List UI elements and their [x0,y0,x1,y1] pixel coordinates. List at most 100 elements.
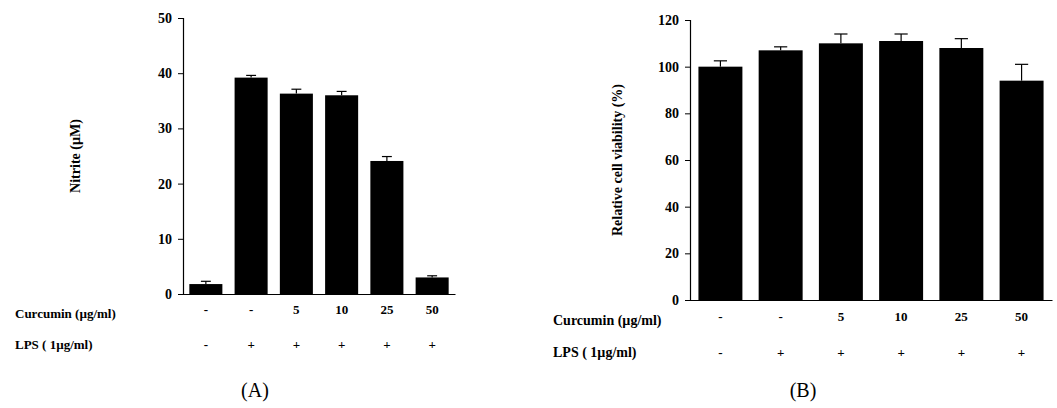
y-tick: 60 [665,153,690,168]
y-tick: 20 [158,177,183,192]
row-title: LPS ( 1µg/ml) [15,337,93,352]
y-tick-label: 60 [665,153,679,168]
error-bar [382,157,392,161]
y-tick: 100 [658,60,690,75]
x-row2: -+++++ [204,337,436,352]
panel-label: (A) [241,379,269,402]
x-row2-label: - [204,337,208,352]
y-tick-mark [685,300,690,301]
y-tick-mark [178,184,183,185]
bar [280,94,313,294]
y-tick-label: 10 [158,232,172,247]
error-bar [246,75,256,77]
x-row2: -+++++ [718,345,1025,360]
x-axis: --5102550 [184,295,456,318]
y-axis-line [178,19,184,295]
bar [235,78,268,294]
y-axis: 0 20 40 60 80 100 120 [658,13,691,308]
error-stem [901,34,902,41]
error-bar [291,89,301,93]
x-tick-label: 10 [895,309,908,324]
x-tick-label: 50 [426,302,439,317]
error-cap [427,275,437,276]
y-tick-mark [685,207,690,208]
x-row2-label: + [1018,345,1025,360]
panel: 01020304050--5102550-+++++Curcumin (µg/m… [15,11,456,402]
x-axis-line [691,300,1053,301]
x-tick: 25 [955,309,969,324]
error-stem [720,61,721,67]
bar [1000,81,1044,300]
bar [759,50,803,300]
row-title: Curcumin (µg/ml) [15,306,116,321]
error-cap [1015,64,1028,65]
bar [698,67,742,300]
panel: 020406080100120--5102550-+++++Curcumin (… [553,13,1053,402]
error-stem [961,39,962,48]
bar [325,95,358,294]
y-tick-label: 20 [665,246,679,261]
x-row2-label: + [897,345,904,360]
x-tick: 10 [895,309,908,324]
x-row2-label: + [837,345,844,360]
bar [189,284,222,294]
x-tick-label: 25 [380,302,394,317]
y-tick: 10 [158,232,183,247]
error-cap [714,60,727,61]
x-row2-label: + [293,337,300,352]
x-tick-label: 50 [1015,309,1028,324]
x-tick: 10 [335,302,348,317]
y-tick-mark [685,160,690,161]
y-tick: 40 [665,200,690,215]
bar [939,48,983,300]
error-bar [201,281,211,284]
y-axis: 0 10 20 30 40 50 [158,11,184,302]
row-title: LPS ( 1µg/ml) [553,345,637,361]
x-tick: 50 [1015,309,1028,324]
x-tick: - [718,309,722,324]
x-tick: 5 [838,309,845,324]
y-tick-label: 40 [665,200,679,215]
y-tick-label: 30 [158,121,172,136]
y-tick-label: 50 [158,11,172,26]
row-title: Curcumin (µg/ml) [553,313,662,329]
error-cap [246,75,256,76]
x-row2-label: + [958,345,965,360]
y-tick-mark [178,18,183,19]
error-stem [386,157,387,161]
y-tick-label: 0 [165,287,172,302]
error-cap [955,38,968,39]
bar [879,41,923,300]
y-axis-title: Nitrite (µM) [68,119,84,193]
y-tick: 0 [165,287,183,302]
x-tick-label: - [204,302,208,317]
y-tick-label: 0 [672,293,679,308]
y-tick: 30 [158,121,183,136]
y-tick-mark [178,239,183,240]
y-tick: 50 [158,11,183,26]
x-tick: - [204,302,208,317]
y-tick-label: 120 [658,13,679,28]
error-cap [201,281,211,282]
figure: 01020304050--5102550-+++++Curcumin (µg/m… [0,0,1057,408]
error-bar [427,276,437,278]
panel-label: (B) [790,379,817,402]
y-tick-mark [685,20,690,21]
x-tick-label: 5 [293,302,300,317]
x-axis: - - 5 10 25 50 [691,301,1053,325]
y-tick-label: 40 [158,66,172,81]
x-tick: 25 [380,302,394,317]
error-bar [834,34,847,43]
y-tick: 80 [665,106,690,121]
error-bar [1015,64,1028,80]
y-tick-mark [178,73,183,74]
error-cap [337,91,347,92]
y-axis-title: Relative cell viability (%) [610,84,626,236]
y-tick: 120 [658,13,690,28]
x-row2-label: + [247,337,254,352]
x-tick-label: 10 [335,302,348,317]
x-row2-label: - [718,345,722,360]
bar [416,277,449,294]
x-tick: - [778,309,782,324]
x-row2-label: + [428,337,435,352]
